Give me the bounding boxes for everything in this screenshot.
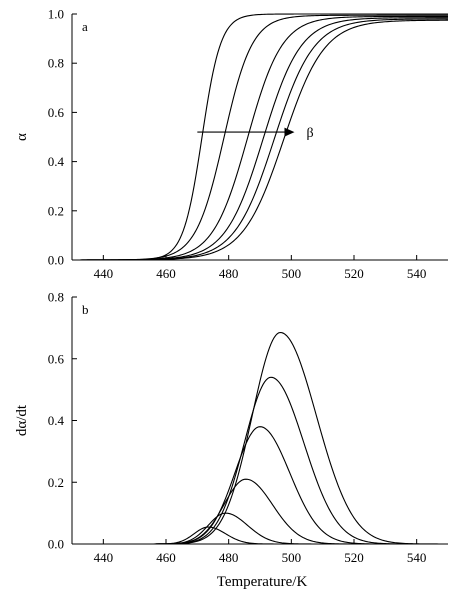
panel-a-x-tick-label: 540 <box>407 266 427 281</box>
panel-b-label: b <box>82 302 89 317</box>
panel-a-curve-6 <box>72 19 449 261</box>
panel-b-x-axis-title: Temperature/K <box>217 574 308 590</box>
panel-a-curve-4 <box>72 17 448 261</box>
panel-a-x-tick-label: 520 <box>344 266 364 281</box>
panel-a-x-tick-label: 480 <box>219 266 239 281</box>
panel-a-y-tick-label: 0.8 <box>48 56 64 71</box>
panel-b-y-tick-label: 0.0 <box>48 537 64 552</box>
panel-b-y-axis-title: dα/dt <box>14 404 30 436</box>
panel-b-curve-4 <box>72 426 448 545</box>
panel-b-curve-3 <box>72 478 448 545</box>
panel-a-x-tick-label: 440 <box>94 266 114 281</box>
beta-label: β <box>306 126 313 141</box>
panel-b-y-tick-label: 0.2 <box>48 475 64 490</box>
panel-a-curve-3 <box>72 15 448 261</box>
panel-a-y-tick-label: 0.6 <box>48 105 65 120</box>
panel-a-curve-5 <box>72 18 448 261</box>
panel-a-label: a <box>82 19 88 34</box>
panel-b-x-tick-label: 520 <box>344 550 364 565</box>
panel-b-x-tick-label: 500 <box>282 550 302 565</box>
panel-a: 0.0 0.2 0.4 0.6 0.8 1.0 440 460 480 500 520 540 a α β <box>14 7 449 281</box>
panel-b-y-tick-label: 0.8 <box>48 290 64 305</box>
panel-a-x-tick-label: 460 <box>156 266 176 281</box>
beta-arrow-head <box>284 127 295 137</box>
panel-a-y-tick-label: 1.0 <box>48 7 64 22</box>
panel-a-y-tick-label: 0.0 <box>48 253 64 268</box>
panel-b: 0.0 0.2 0.4 0.6 0.8 440 460 480 500 520 540 b dα/dt T… <box>14 290 449 590</box>
panel-a-curve-1 <box>72 13 448 261</box>
panel-a-y-tick-label: 0.4 <box>48 154 65 169</box>
panel-b-curve-2 <box>72 512 448 545</box>
panel-b-curve-6 <box>72 331 449 545</box>
panel-b-x-tick-label: 540 <box>407 550 427 565</box>
panel-b-x-tick-label: 480 <box>219 550 239 565</box>
panel-b-x-tick-label: 460 <box>156 550 176 565</box>
panel-b-curve-5 <box>72 376 448 545</box>
panel-a-y-axis-title: α <box>14 133 30 141</box>
panel-a-curve-2 <box>72 14 448 261</box>
panel-a-x-tick-label: 500 <box>282 266 302 281</box>
panel-b-y-tick-label: 0.6 <box>48 351 65 366</box>
panel-b-y-tick-label: 0.4 <box>48 413 65 428</box>
panel-b-x-tick-label: 440 <box>94 550 114 565</box>
panel-a-y-tick-label: 0.2 <box>48 203 64 218</box>
